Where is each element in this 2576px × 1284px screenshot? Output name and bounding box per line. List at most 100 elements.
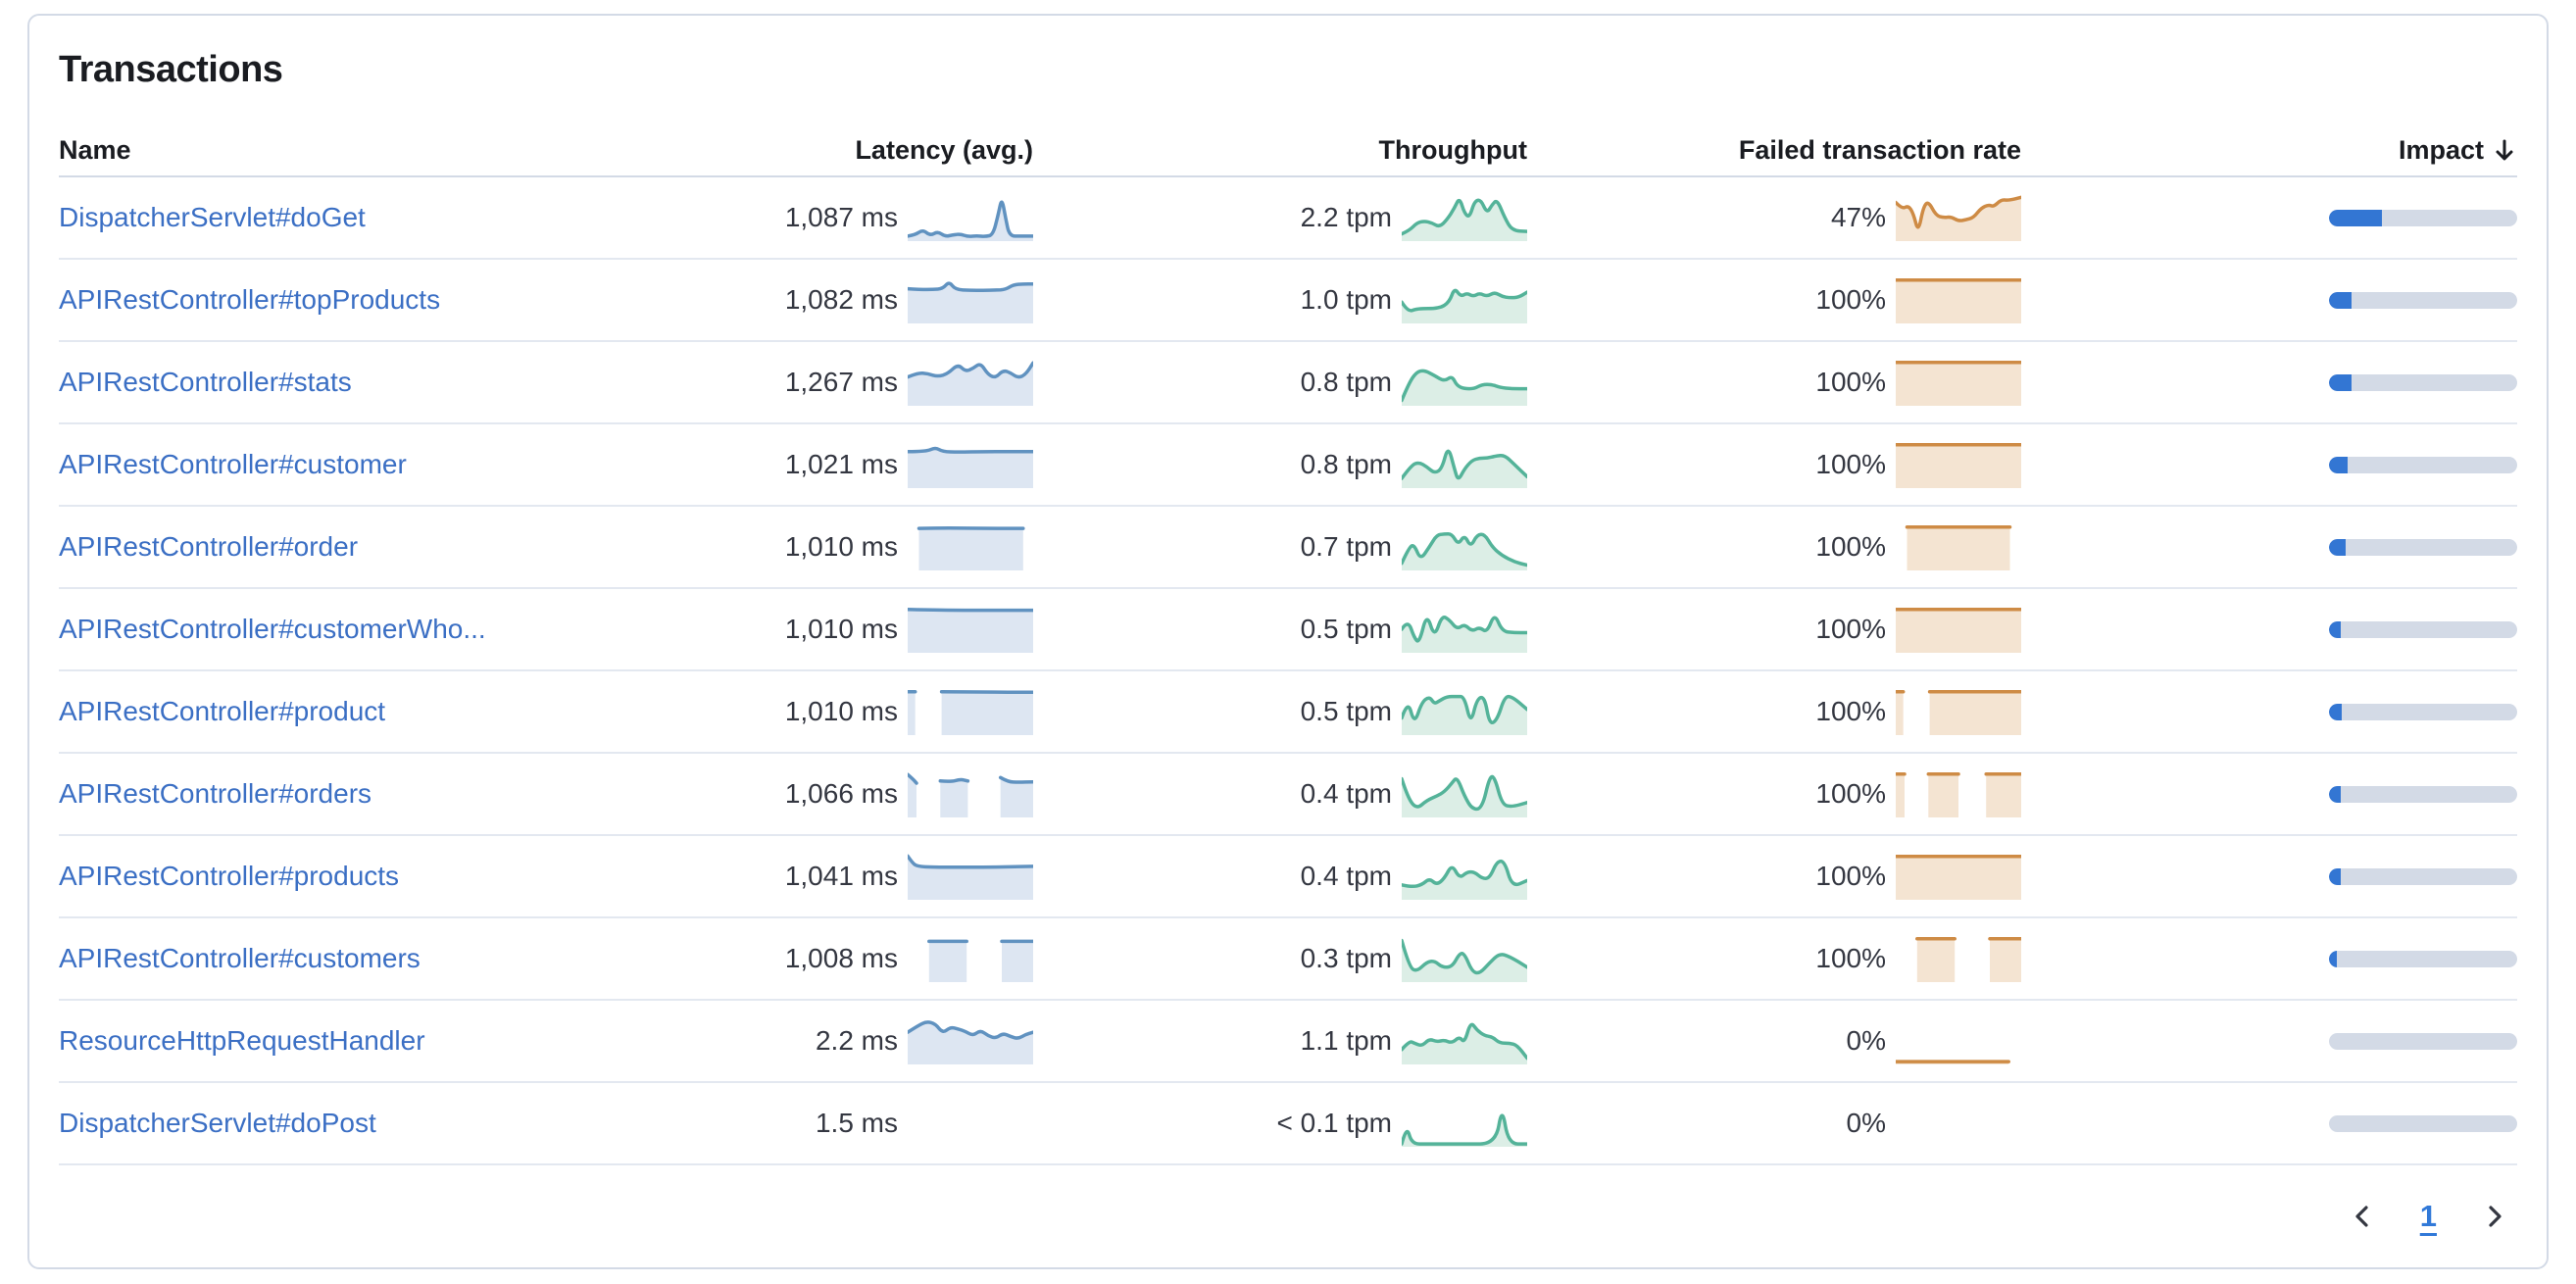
throughput-sparkline [1402,1113,1527,1147]
throughput-sparkline [1402,938,1527,982]
failed-rate-value-cell: 100% [1527,852,2021,901]
transaction-name-link[interactable]: APIRestController#stats [59,367,352,397]
transaction-name-link[interactable]: APIRestController#orders [59,778,372,809]
throughput-value: 2.2 tpm [1300,202,1392,232]
table-row: APIRestController#orders 1,066 ms 0.4 tpm 1… [59,754,2517,836]
column-header-impact[interactable]: Impact [2021,135,2517,166]
impact-bar-fill [2329,620,2341,638]
failed-rate-value: 100% [1815,449,1886,479]
chevron-right-icon [2489,1206,2502,1227]
latency-value: 1,267 ms [784,367,898,397]
latency-sparkline [908,854,1033,900]
failed-rate-value: 100% [1815,284,1886,315]
throughput-sparkline [1402,859,1527,900]
throughput-value-cell: 0.8 tpm [1033,358,1527,407]
failed-rate-value-cell: 47% [1527,193,2021,242]
name-cell: APIRestController#customerWho... [59,614,739,645]
failed-rate-value-cell: 100% [1527,769,2021,818]
latency-value-cell: 1,041 ms [739,852,1033,901]
impact-cell [2021,785,2517,803]
throughput-sparkline [1402,774,1527,817]
impact-cell [2021,950,2517,967]
failed-rate-sparkline [1896,608,2021,653]
failed-rate-value-cell: 100% [1527,687,2021,736]
column-header-failed-rate[interactable]: Failed transaction rate [1738,134,2021,165]
latency-value: 1,021 ms [784,449,898,479]
throughput-sparkline [1402,288,1527,323]
latency-value-cell: 1,010 ms [739,605,1033,654]
latency-sparkline [927,939,1033,982]
table-row: APIRestController#stats 1,267 ms 0.8 tpm 10… [59,342,2517,424]
transaction-name-link[interactable]: APIRestController#customer [59,449,407,479]
name-cell: APIRestController#stats [59,367,739,398]
latency-sparkline [908,281,1033,323]
table-row: APIRestController#topProducts 1,082 ms 1.0… [59,260,2517,342]
impact-bar [2329,703,2517,720]
column-header-throughput[interactable]: Throughput [1378,134,1527,165]
latency-value-cell: 1,082 ms [739,275,1033,324]
table-row: APIRestController#order 1,010 ms 0.7 tpm 10… [59,507,2517,589]
table-row: DispatcherServlet#doGet 1,087 ms 2.2 tpm 47… [59,177,2517,260]
latency-value: 1,010 ms [784,531,898,562]
failed-rate-value-cell: 100% [1527,275,2021,324]
transaction-name-link[interactable]: APIRestController#order [59,531,359,562]
failed-rate-value: 100% [1815,861,1886,891]
page-number-1[interactable]: 1 [2419,1199,2437,1233]
previous-page-button[interactable] [2348,1202,2377,1231]
latency-value: 2.2 ms [815,1025,898,1056]
latency-value-cell: 1,008 ms [739,934,1033,983]
name-cell: APIRestController#topProducts [59,284,739,316]
impact-cell [2021,867,2517,885]
impact-bar-fill [2329,209,2382,226]
failed-rate-sparkline [1896,278,2021,323]
failed-rate-value-cell: 100% [1527,934,2021,983]
latency-value: 1,010 ms [784,614,898,644]
latency-value-cell: 1,021 ms [739,440,1033,489]
next-page-button[interactable] [2480,1202,2509,1231]
impact-bar [2329,373,2517,391]
failed-rate-value-cell: 100% [1527,522,2021,571]
impact-cell [2021,620,2517,638]
name-cell: DispatcherServlet#doPost [59,1108,739,1139]
arrow-down-icon [2496,139,2513,161]
transaction-name-link[interactable]: APIRestController#product [59,696,386,726]
impact-bar-fill [2329,785,2341,803]
table-row: APIRestController#customers 1,008 ms 0.3 t… [59,918,2517,1001]
transaction-name-link[interactable]: APIRestController#topProducts [59,284,441,315]
impact-bar-fill [2329,950,2337,967]
failed-rate-value: 100% [1815,614,1886,644]
latency-value-cell: 1,010 ms [739,687,1033,736]
latency-value-cell: 1,267 ms [739,358,1033,407]
transaction-name-link[interactable]: APIRestController#customerWho... [59,614,486,644]
column-header-name[interactable]: Name [59,134,131,165]
latency-sparkline [908,690,1033,735]
impact-cell [2021,209,2517,226]
throughput-value-cell: 0.4 tpm [1033,769,1527,818]
failed-rate-value-cell: 100% [1527,358,2021,407]
transaction-name-link[interactable]: DispatcherServlet#doGet [59,202,366,232]
transaction-name-link[interactable]: DispatcherServlet#doPost [59,1108,376,1138]
throughput-sparkline [1402,1022,1527,1064]
latency-value-cell: 1,087 ms [739,193,1033,242]
latency-value: 1,066 ms [784,778,898,809]
latency-value: 1,008 ms [784,943,898,973]
impact-bar [2329,538,2517,556]
transaction-name-link[interactable]: ResourceHttpRequestHandler [59,1025,425,1056]
failed-rate-sparkline [1896,361,2021,406]
throughput-sparkline [1402,694,1527,735]
impact-bar-fill [2329,373,2353,391]
failed-rate-value: 47% [1830,202,1886,232]
transaction-name-link[interactable]: APIRestController#products [59,861,400,891]
failed-rate-sparkline [1896,195,2021,241]
latency-value: 1,087 ms [784,202,898,232]
transaction-name-link[interactable]: APIRestController#customers [59,943,421,973]
impact-bar [2329,456,2517,473]
column-header-latency[interactable]: Latency (avg.) [855,134,1033,165]
pagination: 1 [59,1165,2517,1267]
impact-bar [2329,620,2517,638]
latency-value: 1.5 ms [815,1108,898,1138]
throughput-sparkline [1402,532,1527,570]
failed-rate-value-cell: 0% [1527,1016,2021,1065]
impact-bar-fill [2329,456,2349,473]
impact-cell [2021,1114,2517,1132]
